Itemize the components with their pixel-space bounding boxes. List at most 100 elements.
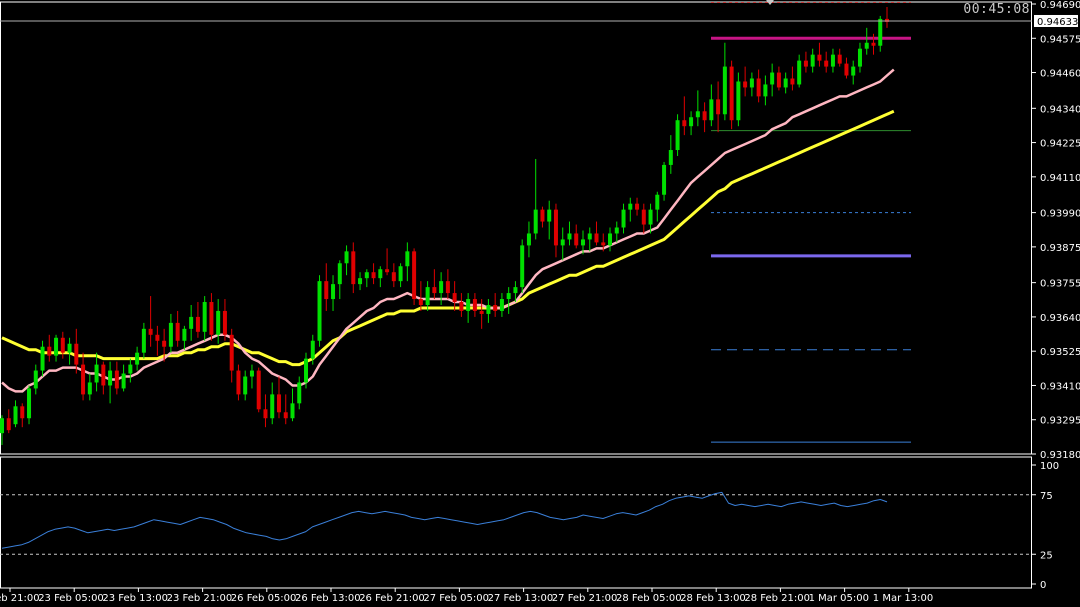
- candle-body: [324, 281, 329, 300]
- scroll-marker-icon: [766, 0, 774, 5]
- candle-bull: [783, 72, 788, 94]
- candle-bull: [749, 72, 754, 97]
- candle-bull: [108, 361, 113, 404]
- candle-bull: [189, 304, 194, 341]
- candle-bull: [398, 263, 403, 288]
- candle-body: [202, 302, 207, 332]
- price-tick-label: 0.93640: [1040, 313, 1080, 324]
- candle-bear: [743, 66, 748, 97]
- candle-body: [101, 364, 106, 386]
- candle-bull: [486, 299, 491, 323]
- candle-bull: [94, 352, 99, 392]
- candle-body: [493, 304, 498, 311]
- candle-body: [662, 164, 667, 195]
- candle-body: [594, 233, 599, 243]
- candle-bear: [803, 51, 808, 73]
- candle-body: [60, 337, 65, 353]
- price-tick-label: 0.93755: [1040, 279, 1080, 290]
- candle-body: [648, 209, 653, 225]
- candle-bull: [331, 275, 336, 311]
- candle-body: [864, 42, 869, 49]
- time-tick-label: 28 Feb 13:00: [680, 593, 746, 604]
- candle-body: [310, 340, 315, 359]
- candle-body: [547, 209, 552, 222]
- time-tick-label: 26 Feb 13:00: [295, 593, 361, 604]
- candle-body: [837, 54, 842, 64]
- candle-body: [364, 272, 369, 279]
- candle-bull: [249, 364, 254, 389]
- candle-bull: [533, 158, 538, 240]
- candle-body: [27, 388, 32, 419]
- candle-bull: [27, 385, 32, 425]
- candle-body: [121, 373, 126, 389]
- candle-bear: [635, 197, 640, 216]
- candle-bull: [587, 227, 592, 252]
- candle-bull: [722, 42, 727, 121]
- candle-body: [614, 227, 619, 234]
- candle-body: [608, 233, 613, 246]
- price-tick-label: 0.93180: [1040, 450, 1080, 461]
- candle-bear: [114, 361, 119, 395]
- candle-bull: [135, 346, 140, 371]
- candle-body: [824, 60, 829, 67]
- candle-body: [702, 111, 707, 121]
- candle-body: [135, 352, 140, 365]
- candle-body: [94, 364, 99, 383]
- candle-body: [729, 66, 734, 121]
- candle-bull: [216, 299, 221, 344]
- candle-bear: [682, 96, 687, 136]
- candle-body: [695, 111, 700, 118]
- candle-bull: [499, 293, 504, 317]
- candle-bull: [358, 272, 363, 291]
- candle-body: [830, 54, 835, 67]
- candle-bull: [513, 281, 518, 303]
- candle-body: [871, 42, 876, 46]
- candle-body: [749, 78, 754, 88]
- time-tick-label: 28 Feb 21:00: [744, 593, 810, 604]
- candle-bear: [236, 364, 241, 401]
- candle-bear: [432, 269, 437, 300]
- candle-body: [635, 203, 640, 210]
- candle-bull: [520, 239, 525, 294]
- price-pane-frame: [0, 1, 1032, 455]
- candle-body: [168, 322, 173, 347]
- candle-body: [601, 242, 606, 246]
- candle-bull: [87, 373, 92, 401]
- candle-bull: [851, 60, 856, 85]
- candle-bear: [790, 66, 795, 91]
- rsi-tick-label: 100: [1040, 461, 1059, 472]
- price-tick-label: 0.94340: [1040, 104, 1080, 115]
- candle-body: [358, 278, 363, 285]
- candle-bear: [155, 325, 160, 356]
- candle-body: [290, 403, 295, 419]
- candle-bear: [871, 33, 876, 55]
- candle-body: [621, 209, 626, 228]
- candle-bull: [33, 364, 38, 395]
- candle-body: [297, 382, 302, 404]
- price-axis: 0.94690 0.94575 0.94460 0.94340 0.94225 0.941…: [1032, 0, 1080, 461]
- candle-body: [263, 409, 268, 419]
- time-tick-label: 23 Feb 05:00: [38, 593, 104, 604]
- candle-bull: [689, 111, 694, 136]
- candle-body: [276, 394, 281, 413]
- candle-bull: [202, 296, 207, 341]
- rsi-axis: 100 75 25 0: [1032, 461, 1059, 591]
- candle-body: [628, 203, 633, 210]
- candle-body: [67, 343, 72, 353]
- candle-bear: [594, 221, 599, 246]
- candle-bear: [20, 403, 25, 428]
- candle-bear: [229, 328, 234, 383]
- time-tick-label: 28 Feb 05:00: [616, 593, 682, 604]
- candle-body: [587, 233, 592, 240]
- candle-bear: [101, 361, 106, 395]
- candle-bear: [385, 248, 390, 276]
- candle-body: [222, 310, 227, 335]
- candle-body: [371, 272, 376, 279]
- candle-bull: [304, 352, 309, 389]
- candle-body: [128, 364, 133, 374]
- time-tick-label: 26 Feb 21:00: [359, 593, 425, 604]
- candle-bear: [256, 367, 261, 413]
- candle-bull: [290, 388, 295, 422]
- candle-bear: [716, 81, 721, 133]
